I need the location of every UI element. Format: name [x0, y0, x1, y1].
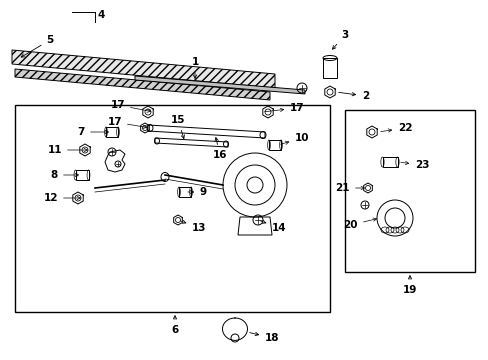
- Text: 20: 20: [343, 218, 376, 230]
- Text: 10: 10: [280, 133, 309, 144]
- Text: 9: 9: [187, 187, 207, 197]
- Bar: [15, 105, 329, 312]
- Polygon shape: [12, 50, 274, 88]
- Text: 6: 6: [171, 316, 178, 335]
- Text: 7: 7: [78, 127, 108, 137]
- Text: 8: 8: [51, 170, 78, 180]
- Text: 3: 3: [332, 30, 348, 49]
- Text: 16: 16: [212, 138, 227, 160]
- Bar: [179, 187, 191, 197]
- Text: 13: 13: [180, 220, 206, 233]
- Text: 1: 1: [191, 57, 198, 78]
- Text: 5: 5: [21, 35, 54, 57]
- Polygon shape: [15, 69, 269, 100]
- Text: 17: 17: [110, 100, 150, 112]
- Text: 14: 14: [260, 220, 286, 233]
- Bar: [323, 58, 336, 78]
- Bar: [106, 127, 118, 137]
- Bar: [268, 140, 281, 150]
- Text: 17: 17: [107, 117, 146, 129]
- Bar: [345, 110, 474, 272]
- Text: 19: 19: [402, 276, 416, 295]
- Text: 12: 12: [43, 193, 81, 203]
- Bar: [382, 157, 397, 167]
- Text: 17: 17: [264, 103, 304, 113]
- Polygon shape: [135, 76, 305, 94]
- Text: 23: 23: [400, 160, 428, 170]
- Text: 15: 15: [170, 115, 185, 139]
- Text: 4: 4: [98, 10, 105, 20]
- Text: 2: 2: [338, 91, 368, 101]
- Text: 21: 21: [335, 183, 364, 193]
- Bar: [75, 170, 88, 180]
- Text: 11: 11: [47, 145, 87, 155]
- Text: 18: 18: [249, 332, 279, 343]
- Text: 22: 22: [380, 123, 412, 133]
